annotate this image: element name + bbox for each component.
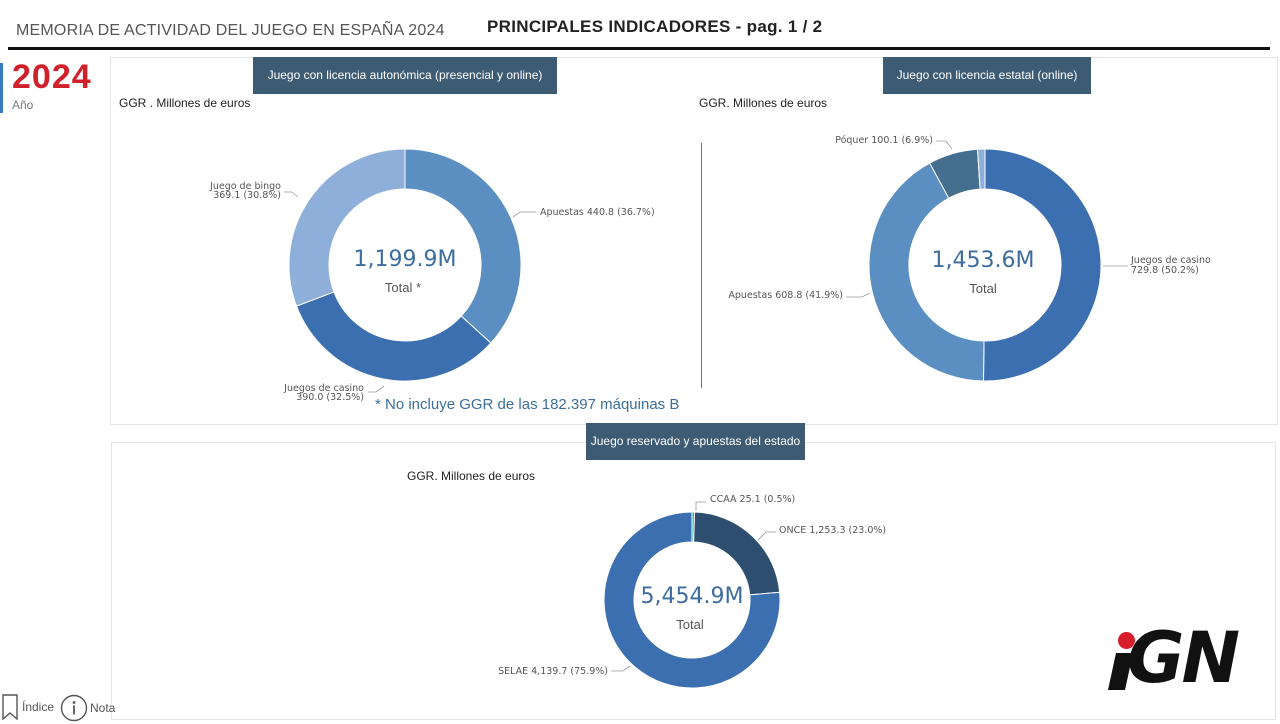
chart2-label-poquer: Póquer 100.1 (6.9%)	[835, 135, 933, 146]
donut-slice-juego-de-bingo[interactable]	[288, 148, 406, 307]
nav-indice-button[interactable]: Índice	[0, 694, 54, 720]
chart3-label-selae: SELAE 4,139.7 (75.9%)	[498, 666, 608, 677]
logo-dot	[1118, 632, 1135, 649]
info-icon	[60, 694, 88, 722]
section-header-reservado: Juego reservado y apuestas del estado	[586, 423, 805, 460]
chart3-title: GGR. Millones de euros	[407, 469, 536, 483]
report-title: MEMORIA DE ACTIVIDAD DEL JUEGO EN ESPAÑA…	[16, 22, 445, 39]
chart1-title: GGR . Millones de euros	[119, 96, 251, 110]
section-header-estatal: Juego con licencia estatal (online)	[883, 57, 1091, 94]
chart1-leader-bingo	[284, 191, 299, 198]
chart2-center-label: Total	[969, 281, 997, 296]
donut-slice-selae[interactable]	[603, 511, 781, 689]
chart1-label-bingo-name: Juego de bingo	[209, 181, 281, 192]
donut-chart-autonomica	[288, 148, 522, 382]
year-label: Año	[12, 98, 34, 112]
chart2-title: GGR. Millones de euros	[699, 96, 828, 110]
footnote: * No incluye GGR de las 182.397 máquinas…	[375, 396, 680, 413]
chart2-center-value: 1,453.6M	[932, 248, 1035, 273]
chart3-center-value: 5,454.9M	[641, 584, 744, 609]
donut-chart-reservado	[603, 511, 781, 689]
page-title: PRINCIPALES INDICADORES - pag. 1 / 2	[487, 17, 823, 36]
chart1-label-casino-name: Juegos de casino	[283, 383, 364, 394]
chart3-label-once: ONCE 1,253.3 (23.0%)	[779, 525, 886, 536]
bookmark-icon	[2, 694, 18, 720]
chart2-label-casino-name: Juegos de casino	[1130, 255, 1211, 266]
nav-nota-button[interactable]: Nota	[60, 694, 115, 722]
header-rule	[8, 47, 1270, 50]
chart3-leader-once	[757, 531, 776, 541]
chart3-center-label: Total	[676, 617, 704, 632]
chart1-leader-apuestas	[512, 211, 536, 218]
chart2-label-casino-value: 729.8 (50.2%)	[1131, 265, 1199, 276]
chart1-leader-casino	[368, 385, 385, 393]
ign-logo: iGN	[1106, 617, 1258, 699]
nav-nota-label: Nota	[90, 701, 116, 715]
logo-text: iGN	[1127, 617, 1240, 699]
donut-slice-juegos-de-casino[interactable]	[982, 148, 1102, 382]
nav-indice-label: Índice	[22, 700, 55, 714]
chart1-label-bingo-value: 369.1 (30.8%)	[213, 190, 281, 201]
donut-slice-otros[interactable]	[977, 148, 986, 190]
donut-slice-juegos-de-casino[interactable]	[295, 291, 492, 382]
year-value[interactable]: 2024	[12, 58, 92, 96]
chart3-leader-selae	[611, 665, 631, 672]
chart1-label-apuestas: Apuestas 440.8 (36.7%)	[540, 207, 655, 218]
panel-divider	[701, 143, 702, 388]
chart2-label-apuestas: Apuestas 608.8 (41.9%)	[728, 290, 843, 301]
donut-slice-apuestas[interactable]	[404, 148, 522, 344]
chart1-center-label: Total *	[385, 280, 421, 295]
donut-slice-once[interactable]	[693, 511, 781, 596]
chart1-label-casino-value: 390.0 (32.5%)	[296, 392, 364, 403]
donut-chart-estatal	[868, 148, 1102, 382]
chart3-leader-ccaa	[695, 501, 706, 511]
year-slicer-bar	[0, 63, 3, 113]
chart3-label-ccaa: CCAA 25.1 (0.5%)	[710, 494, 795, 505]
donut-slice-apuestas[interactable]	[868, 162, 985, 382]
logo-i-stem	[1108, 653, 1133, 690]
chart2-leader-poquer	[936, 140, 953, 150]
section-header-autonomica: Juego con licencia autonómica (presencia…	[253, 57, 557, 94]
bottom-nav: Índice Nota	[0, 694, 140, 724]
chart1-center-value: 1,199.9M	[354, 247, 457, 272]
chart2-leader-apuestas	[846, 292, 871, 298]
